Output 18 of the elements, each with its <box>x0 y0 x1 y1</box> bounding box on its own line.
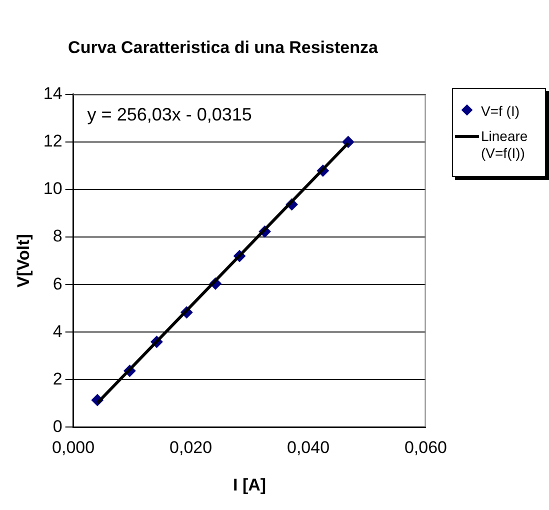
x-axis-title: I [A] <box>232 475 266 494</box>
y-tick-label: 6 <box>52 274 62 294</box>
y-tick-label: 12 <box>43 132 62 151</box>
x-tick-label: 0,060 <box>404 438 448 458</box>
y-tick-label: 0 <box>52 416 62 436</box>
y-tick-label: 14 <box>43 84 62 104</box>
y-tick-label: 4 <box>52 322 62 341</box>
y-axis-title: V[Volt] <box>14 234 33 288</box>
y-tick-label: 8 <box>52 226 62 246</box>
legend-label: Lineare (V=f(I)) <box>481 128 529 162</box>
y-tick-label: 10 <box>43 179 62 198</box>
chart-title: Curva Caratteristica di una Resistenza <box>68 38 378 57</box>
x-tick-label: 0,040 <box>286 438 330 458</box>
x-tick-label: 0,020 <box>170 438 212 458</box>
legend-label: V=f (I) <box>481 103 521 120</box>
y-tick-label: 2 <box>52 369 62 388</box>
annotation: y = 256,03x - 0,0315 <box>87 104 252 124</box>
x-tick-label: 0,000 <box>52 438 95 458</box>
